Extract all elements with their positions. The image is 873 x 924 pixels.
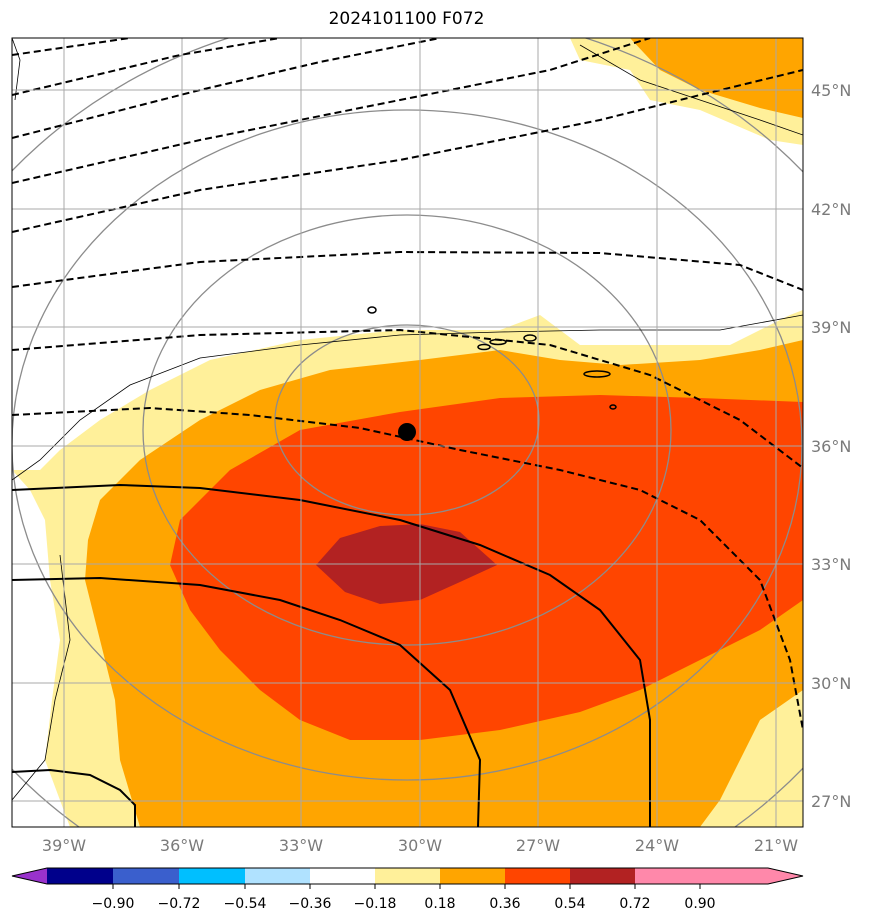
lat-label: 30°N: [811, 674, 851, 693]
colorbar-swatch: [113, 868, 179, 884]
colorbar-tick-label: −0.36: [289, 896, 332, 912]
lon-label: 36°W: [160, 836, 204, 855]
map-area: [12, 38, 803, 827]
lon-label: 21°W: [754, 836, 798, 855]
colorbar-swatch-under: [12, 868, 47, 884]
lon-label: 27°W: [516, 836, 560, 855]
lon-label: 30°W: [398, 836, 442, 855]
radius-rings: [12, 38, 803, 827]
colorbar-outline: [11, 867, 804, 885]
lat-label: 36°N: [811, 437, 851, 456]
colorbar-tick-label: 0.72: [619, 896, 650, 912]
lat-label: 27°N: [811, 792, 851, 811]
lon-label: 24°W: [635, 836, 679, 855]
map-frame: [11, 37, 804, 828]
solid-contours: [12, 483, 651, 827]
colorbar-tick-label: −0.54: [224, 896, 267, 912]
coastline: [12, 38, 803, 801]
colorbar-tick-label: 0.90: [684, 896, 715, 912]
lat-labels: 45°N 42°N 39°N 36°N 33°N 30°N 27°N: [811, 81, 851, 811]
lat-label: 33°N: [811, 555, 851, 574]
fill-level-2-ne: [630, 38, 803, 118]
colorbar-swatch: [700, 868, 768, 884]
colorbar-swatch: [310, 868, 375, 884]
colorbar-swatch: [47, 868, 113, 884]
lon-labels: 39°W 36°W 33°W 30°W 27°W 24°W 21°W: [42, 836, 798, 855]
colorbar-tick-label: 0.18: [424, 896, 455, 912]
colorbar-swatch: [570, 868, 635, 884]
colorbar: −0.90 −0.72 −0.54 −0.36 −0.18 0.18 0.36 …: [11, 867, 804, 912]
colorbar-swatch: [440, 868, 505, 884]
colorbar-swatch: [179, 868, 245, 884]
lat-label: 39°N: [811, 318, 851, 337]
colorbar-tick-label: 0.54: [554, 896, 585, 912]
map-title: 2024101100 F072: [328, 9, 485, 29]
colorbar-tick-label: 0.36: [489, 896, 520, 912]
colorbar-tick-label: −0.90: [92, 896, 135, 912]
colorbar-swatch-over: [768, 868, 803, 884]
colorbar-swatch: [635, 868, 700, 884]
colorbar-swatch: [375, 868, 440, 884]
lat-label: 45°N: [811, 81, 851, 100]
colorbar-ticks: [112, 884, 701, 889]
lon-label: 33°W: [279, 836, 323, 855]
colorbar-tick-label: −0.18: [354, 896, 397, 912]
gridlines: [12, 38, 803, 827]
colorbar-swatch: [505, 868, 570, 884]
colorbar-swatch: [245, 868, 310, 884]
small-contours: [367, 306, 617, 410]
dashed-contours: [12, 38, 803, 731]
lat-label: 42°N: [811, 200, 851, 219]
storm-center-marker: [398, 423, 416, 441]
colorbar-tick-label: −0.72: [158, 896, 201, 912]
lon-label: 39°W: [42, 836, 86, 855]
